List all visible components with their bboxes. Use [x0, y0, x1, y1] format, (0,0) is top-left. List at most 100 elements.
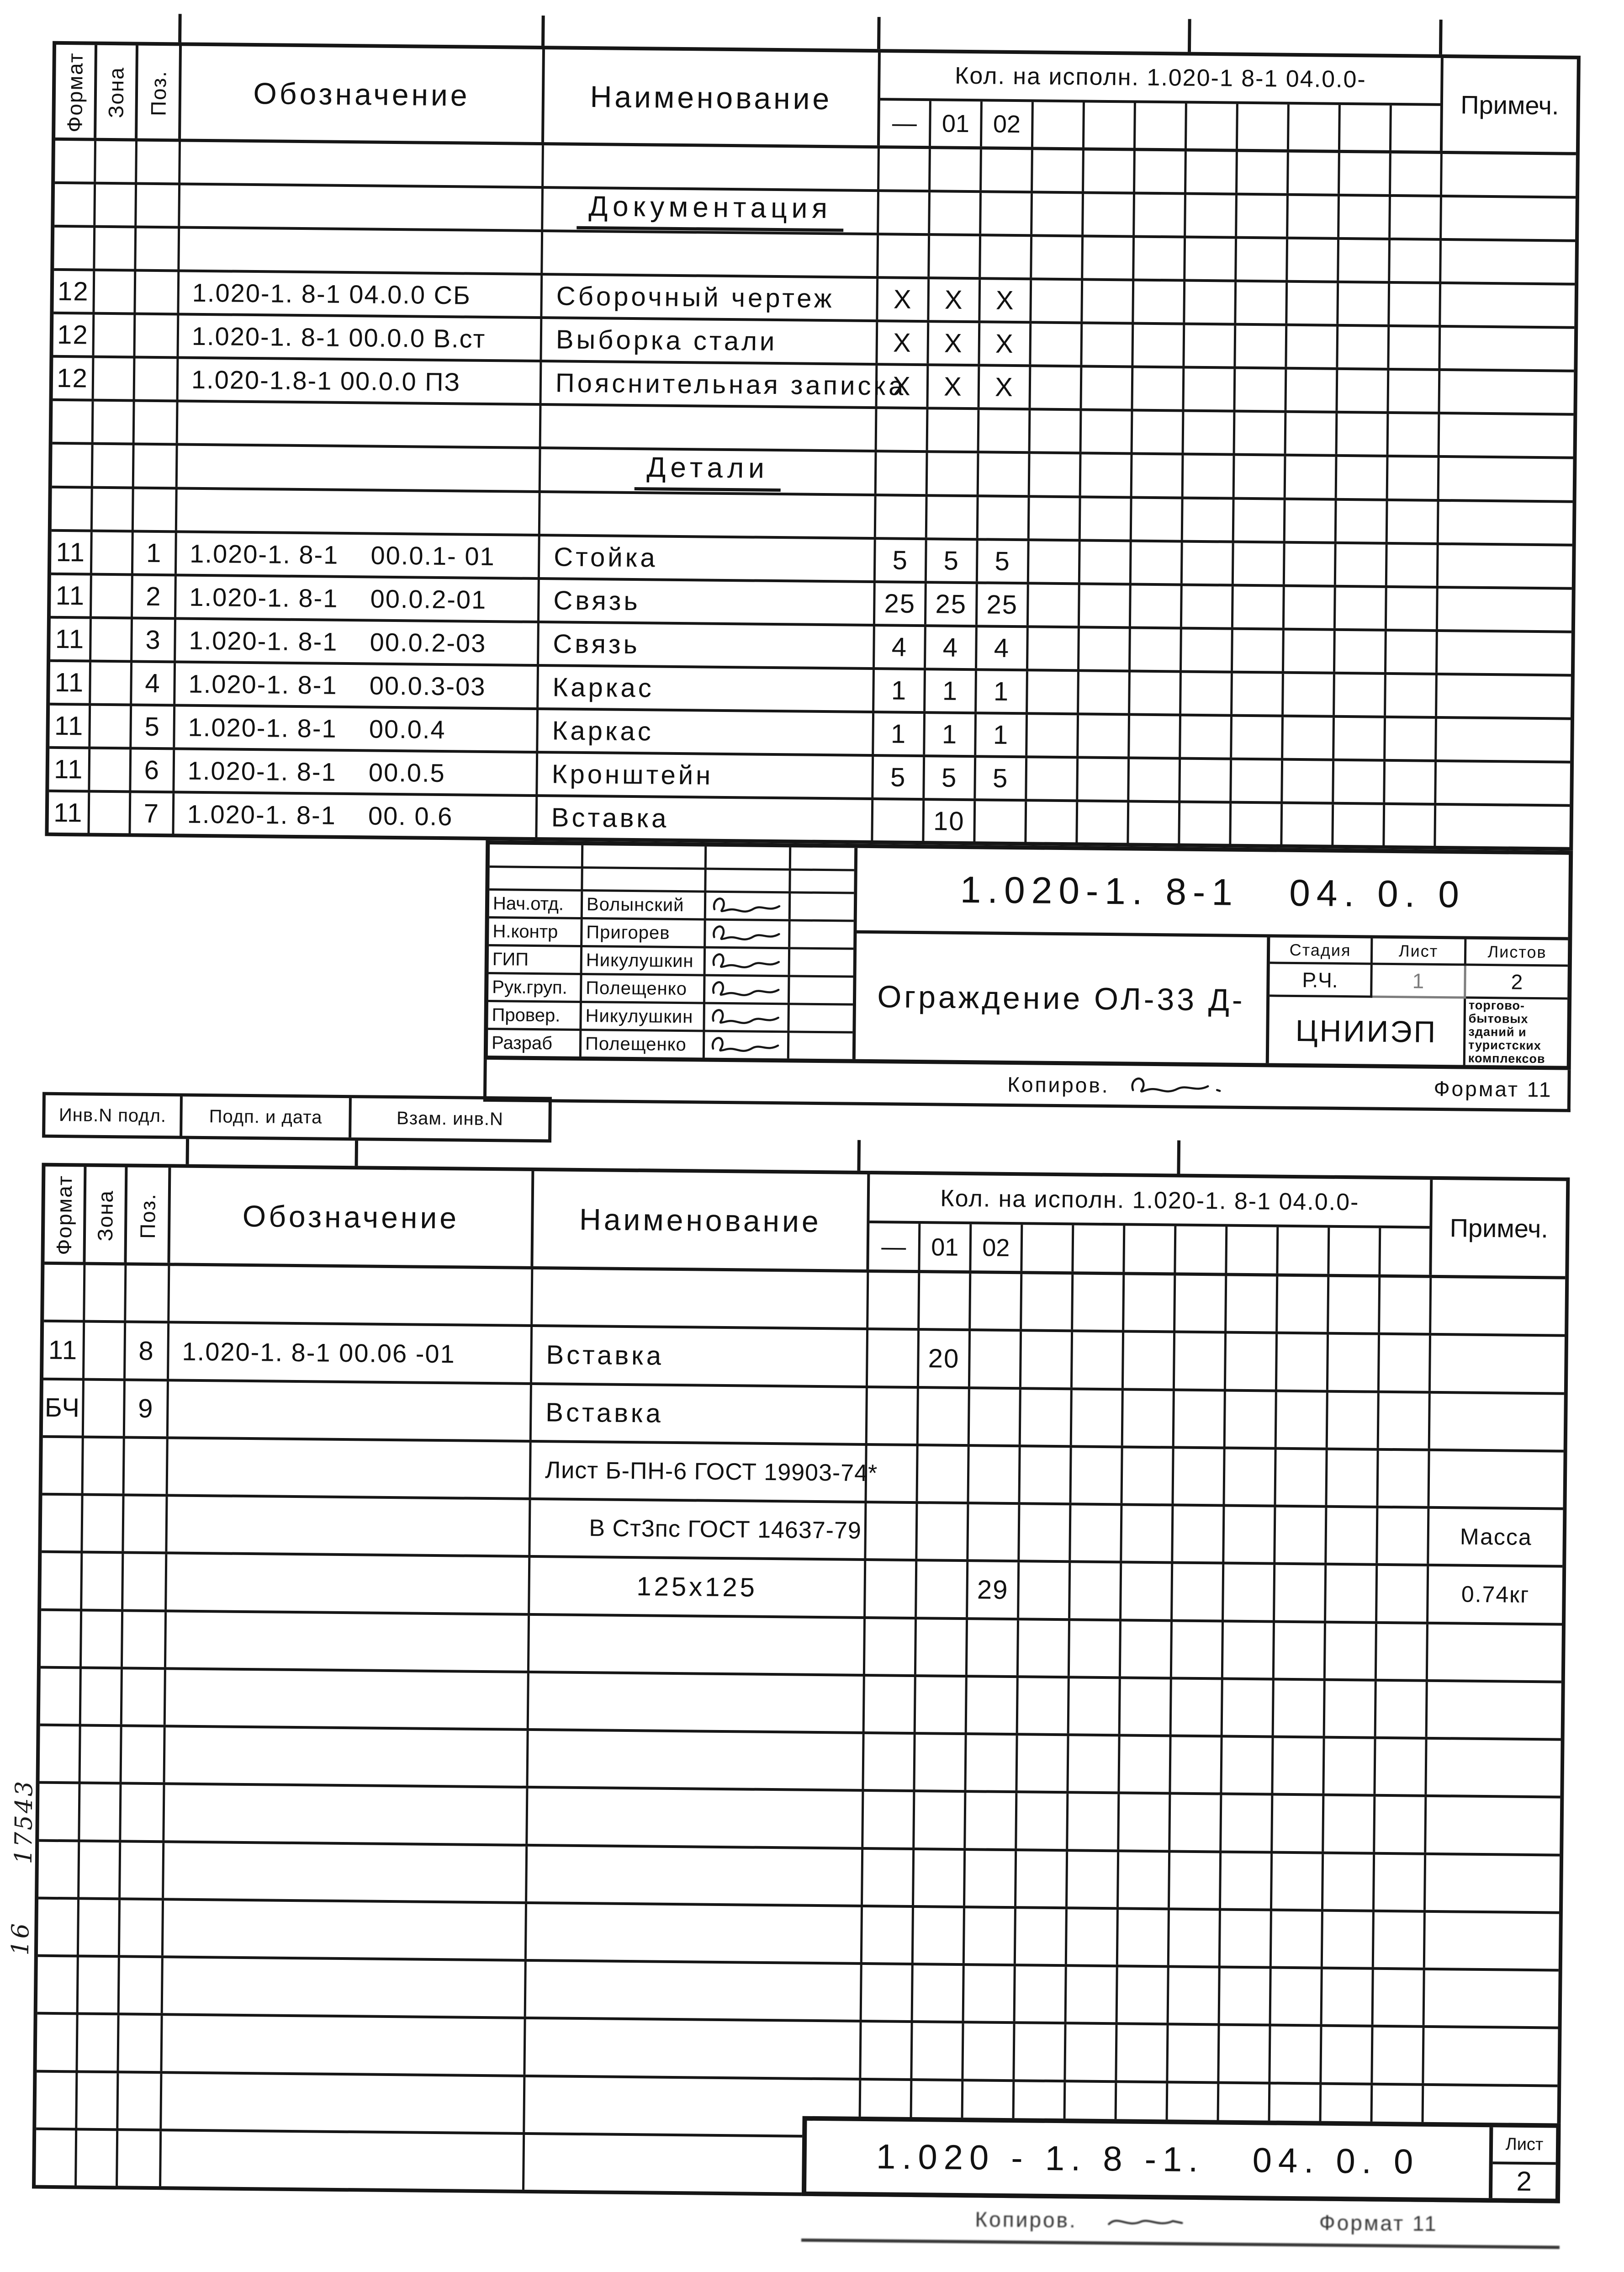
- qty-subcolumns: —01 02: [869, 1223, 1429, 1275]
- cell-format: 11: [50, 618, 92, 660]
- cell-qty: [1066, 1967, 1118, 2023]
- qty-subcol-empty: [1022, 1225, 1074, 1272]
- cell-qty: [1339, 196, 1391, 238]
- cell-qty: [1120, 1679, 1172, 1735]
- qty-subcol-empty: [1125, 1226, 1177, 1273]
- cell-name: Документация: [543, 189, 880, 233]
- cell-pos: [121, 1784, 165, 1840]
- cell-format: [37, 2014, 79, 2070]
- cell-qty: [1122, 1448, 1174, 1504]
- cell-pos: [122, 1727, 166, 1783]
- cell-note: [1441, 284, 1575, 326]
- cell-qty: [1131, 629, 1182, 670]
- col-format: Формат: [55, 44, 98, 138]
- cell-qty: [1135, 194, 1186, 236]
- cell-qty: [917, 1504, 969, 1560]
- cell-qty: [1380, 1277, 1432, 1333]
- cell-name: [543, 232, 879, 276]
- cell-name: [525, 2019, 862, 2078]
- cell-qty: [1123, 1390, 1175, 1446]
- cell-qty: [1032, 280, 1084, 322]
- margin-number: 17543: [10, 1779, 38, 1864]
- cell-format: 11: [50, 662, 92, 703]
- table-body: Документация 12 1.020-1. 8-1 04.0.0 СБ Сбор…: [48, 140, 1576, 848]
- cell-qty: [1133, 368, 1185, 409]
- cell-designation: [177, 446, 541, 490]
- cell-qty: [1379, 1335, 1432, 1391]
- cell-qty: [1385, 805, 1437, 846]
- cell-qty: [1335, 631, 1387, 672]
- cell-qty: [1079, 585, 1132, 626]
- cell-name: [528, 1731, 865, 1789]
- cell-qty: Х: [877, 366, 929, 407]
- cell-qty: [967, 1677, 1019, 1733]
- cell-pos: [122, 1669, 166, 1725]
- cell-designation: [164, 1785, 529, 1844]
- cell-qty: [1388, 414, 1440, 456]
- qty-header: Кол. на исполн. 1.020-1. 8-1 04.0.0-: [869, 1174, 1430, 1229]
- cell-qty: [1224, 1564, 1276, 1620]
- cell-qty: [1071, 1448, 1123, 1503]
- cell-qty: [1386, 674, 1438, 716]
- cell-qty: [1232, 760, 1284, 802]
- cell-zone: [94, 314, 136, 356]
- person-name: Волынский: [582, 891, 707, 918]
- cell-format: [40, 1611, 83, 1667]
- cell-note: [1439, 458, 1573, 500]
- section-heading: Документация: [576, 190, 844, 232]
- cell-qty: 1: [977, 671, 1028, 712]
- cell-designation: [162, 2073, 526, 2132]
- signature-icon: [713, 925, 780, 940]
- cell-qty: [1026, 802, 1079, 843]
- cell-qty: [1182, 542, 1234, 584]
- cell-qty: [966, 1793, 1018, 1848]
- cell-qty: [1340, 153, 1391, 194]
- cell-qty: [1081, 411, 1133, 452]
- qty-subcol-02: 02: [982, 101, 1034, 147]
- cell-designation: 1.020-1. 8-1 00.0.0 В.ст: [179, 315, 543, 360]
- person-name: Никулушкин: [582, 947, 706, 974]
- cell-zone: [77, 2130, 119, 2186]
- cell-qty: [1237, 195, 1289, 237]
- cell-qty: [1123, 1332, 1176, 1388]
- cell-qty: [1282, 804, 1334, 845]
- cell-format: 11: [49, 705, 91, 747]
- cell-qty: 4: [977, 627, 1029, 669]
- cell-qty: [930, 192, 982, 234]
- cell-qty: [1327, 1508, 1379, 1564]
- cell-qty: [867, 1445, 919, 1502]
- cell-qty: [975, 801, 1027, 843]
- cell-name: Связь: [539, 579, 876, 624]
- col-designation: Обозначение: [181, 46, 545, 143]
- cell-zone: [92, 575, 133, 617]
- inventory-strip: Инв.N подл. Подп. и дата Взам. инв.N: [42, 1092, 552, 1143]
- cell-note: [1424, 2028, 1558, 2084]
- cell-note: [1437, 675, 1571, 717]
- cell-qty: 5: [875, 539, 927, 581]
- cell-qty: [1135, 151, 1187, 192]
- cell-zone: [79, 1842, 122, 1898]
- cell-qty: 5: [925, 757, 977, 799]
- cell-note: [1440, 414, 1574, 457]
- cell-format: [55, 140, 97, 182]
- cell-qty: [1373, 1969, 1425, 2026]
- column-stub: [178, 14, 182, 42]
- cell-qty: [1278, 1276, 1330, 1332]
- qty-subcol-empty: [1329, 1227, 1381, 1274]
- cell-qty: Х: [929, 323, 981, 364]
- cell-format: [37, 1957, 79, 2012]
- cell-qty: [1226, 1333, 1278, 1390]
- cell-qty: [1168, 2025, 1220, 2081]
- stage-value: Р.Ч.: [1270, 964, 1373, 998]
- cell-format: 12: [53, 358, 95, 399]
- person-role: Нач.отд.: [489, 891, 583, 917]
- stage-values: Р.Ч. 1 2: [1270, 964, 1568, 1000]
- title-block-right: 1.020-1. 8-1 04. 0. 0 Ограждение ОЛ-33 Д…: [855, 848, 1569, 1066]
- table-header: Формат Зона Поз. Обозначение Наименовани…: [44, 1166, 1566, 1279]
- cell-name: [533, 1269, 869, 1328]
- cell-qty: [863, 1792, 915, 1847]
- cell-qty: [1080, 541, 1132, 583]
- cell-format: 11: [51, 575, 92, 616]
- title-block-lower: Ограждение ОЛ-33 Д- Стадия Лист Листов Р…: [855, 933, 1568, 1066]
- qty-subcol-empty: [1186, 103, 1238, 149]
